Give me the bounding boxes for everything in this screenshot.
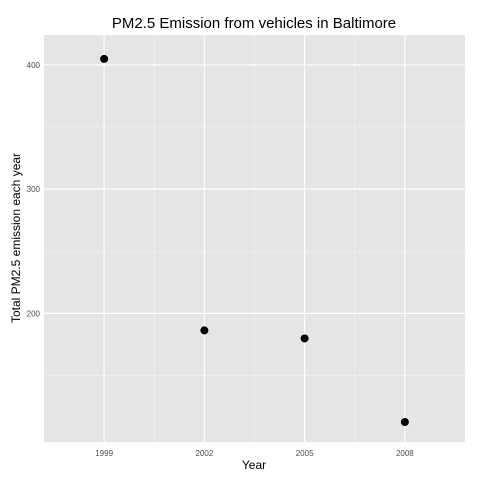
x-axis-label: Year	[242, 458, 266, 472]
data-points	[100, 54, 409, 426]
data-point	[100, 54, 109, 63]
minor-gridlines	[44, 35, 465, 442]
y-axis-label: Total PM2.5 emission each year	[9, 153, 23, 323]
x-tick-label: 1999	[95, 449, 113, 458]
x-tick-label: 2008	[396, 449, 414, 458]
y-tick-label: 400	[27, 61, 41, 70]
chart-title: PM2.5 Emission from vehicles in Baltimor…	[112, 15, 396, 32]
x-tick-label: 2005	[296, 449, 314, 458]
data-point	[300, 334, 309, 343]
major-gridlines	[44, 35, 465, 442]
y-tick-labels: 200 300 400	[27, 61, 41, 319]
x-tick-label: 2002	[195, 449, 213, 458]
x-tick-labels: 1999 2002 2005 2008	[95, 449, 414, 458]
y-tick-label: 300	[27, 185, 41, 194]
data-point	[200, 326, 209, 335]
data-point	[400, 417, 409, 426]
y-tick-label: 200	[27, 309, 41, 318]
